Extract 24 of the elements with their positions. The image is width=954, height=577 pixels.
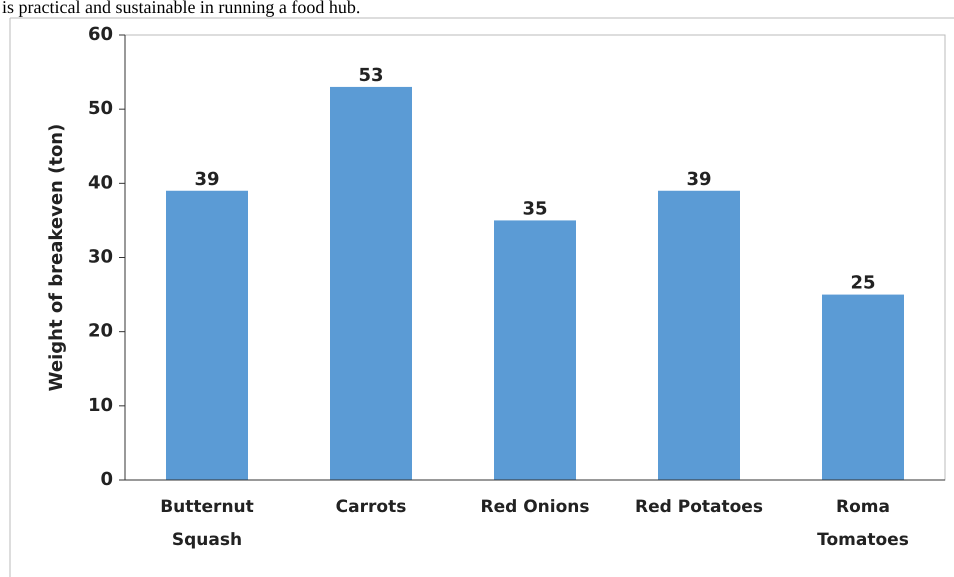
y-tick-label: 0 — [100, 468, 113, 490]
bar — [166, 190, 248, 480]
bar — [658, 190, 740, 480]
bar — [494, 220, 576, 480]
y-tick-label: 10 — [88, 394, 113, 416]
bar — [330, 86, 412, 480]
x-tick-label: Red Onions — [480, 497, 590, 517]
data-label: 53 — [358, 64, 384, 86]
y-tick-label: 40 — [88, 172, 113, 194]
y-tick-label: 30 — [88, 246, 113, 268]
y-tick-label: 20 — [88, 320, 113, 342]
text: is practical and sustainable in running a food hub. — [2, 0, 360, 18]
x-tick-label: Butternut Squash — [160, 497, 254, 550]
data-label: 39 — [194, 168, 220, 190]
data-label: 25 — [850, 272, 876, 294]
bar — [822, 294, 904, 480]
x-tick-label: Carrots — [336, 497, 406, 517]
y-axis-title: Weight of breakeven (ton) — [46, 124, 67, 392]
y-tick-label: 60 — [88, 24, 113, 45]
x-tick-label: Red Potatoes — [635, 497, 763, 517]
data-label: 35 — [522, 198, 548, 220]
x-tick-label: Roma Tomatoes — [817, 497, 909, 550]
data-label: 39 — [686, 168, 712, 190]
y-tick-label: 50 — [88, 98, 113, 120]
